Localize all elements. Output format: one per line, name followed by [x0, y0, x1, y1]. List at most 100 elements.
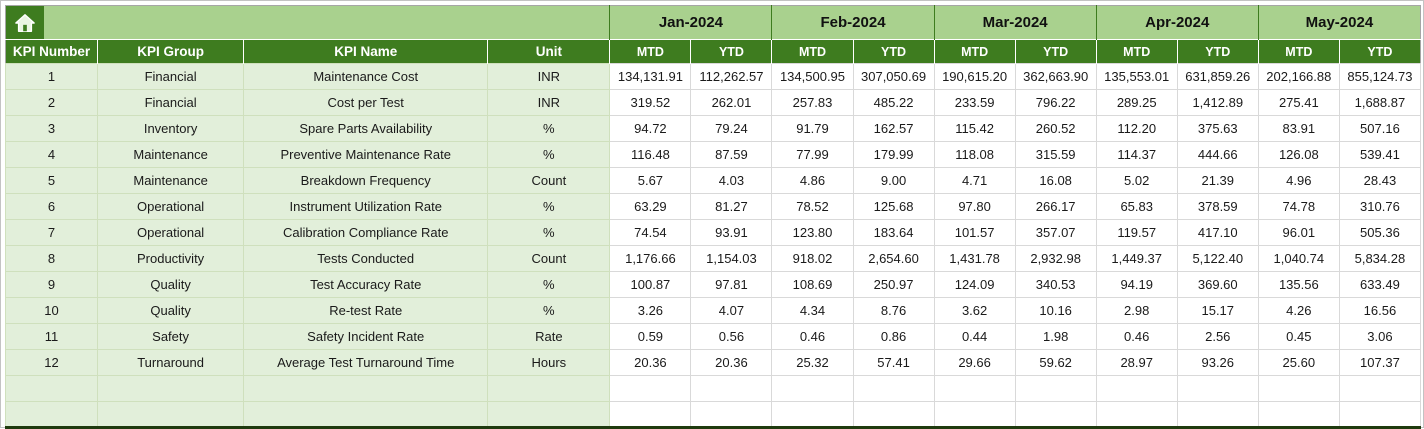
kpi-value-cell[interactable]: 25.32	[771, 349, 854, 376]
kpi-value-cell[interactable]: 97.81	[690, 271, 773, 298]
kpi-unit-cell[interactable]: Hours	[487, 349, 611, 376]
kpi-value-cell[interactable]: 2,654.60	[852, 245, 935, 272]
kpi-number-cell[interactable]: 8	[4, 245, 99, 272]
kpi-name-cell[interactable]: Maintenance Cost	[243, 63, 489, 90]
kpi-value-cell[interactable]: 3.26	[609, 297, 692, 324]
kpi-group-cell[interactable]: Productivity	[97, 245, 245, 272]
kpi-value-cell[interactable]: 135,553.01	[1095, 63, 1178, 90]
kpi-value-cell[interactable]: 918.02	[771, 245, 854, 272]
kpi-value-cell[interactable]: 116.48	[609, 141, 692, 168]
kpi-value-cell[interactable]: 83.91	[1257, 115, 1340, 142]
kpi-value-cell[interactable]: 319.52	[609, 89, 692, 116]
kpi-value-cell[interactable]: 0.46	[1095, 323, 1178, 350]
kpi-value-cell[interactable]: 114.37	[1095, 141, 1178, 168]
kpi-value-cell[interactable]: 100.87	[609, 271, 692, 298]
kpi-value-cell[interactable]: 507.16	[1338, 115, 1422, 142]
kpi-value-cell[interactable]: 796.22	[1014, 89, 1097, 116]
kpi-group-cell[interactable]: Operational	[97, 219, 245, 246]
kpi-number-cell[interactable]: 9	[4, 271, 99, 298]
kpi-name-cell[interactable]: Spare Parts Availability	[243, 115, 489, 142]
empty-label-cell[interactable]	[243, 375, 489, 402]
kpi-value-cell[interactable]: 5.67	[609, 167, 692, 194]
kpi-value-cell[interactable]: 8.76	[852, 297, 935, 324]
kpi-value-cell[interactable]: 4.86	[771, 167, 854, 194]
kpi-value-cell[interactable]: 190,615.20	[933, 63, 1016, 90]
kpi-value-cell[interactable]: 123.80	[771, 219, 854, 246]
empty-value-cell[interactable]	[852, 401, 935, 428]
kpi-value-cell[interactable]: 16.56	[1338, 297, 1422, 324]
empty-value-cell[interactable]	[1095, 401, 1178, 428]
kpi-value-cell[interactable]: 107.37	[1338, 349, 1422, 376]
kpi-value-cell[interactable]: 20.36	[609, 349, 692, 376]
kpi-value-cell[interactable]: 0.44	[933, 323, 1016, 350]
kpi-group-cell[interactable]: Financial	[97, 63, 245, 90]
kpi-number-cell[interactable]: 1	[4, 63, 99, 90]
kpi-value-cell[interactable]: 78.52	[771, 193, 854, 220]
kpi-group-cell[interactable]: Turnaround	[97, 349, 245, 376]
empty-label-cell[interactable]	[487, 375, 611, 402]
kpi-value-cell[interactable]: 94.19	[1095, 271, 1178, 298]
kpi-unit-cell[interactable]: %	[487, 219, 611, 246]
empty-value-cell[interactable]	[1176, 375, 1259, 402]
kpi-value-cell[interactable]: 4.07	[690, 297, 773, 324]
kpi-value-cell[interactable]: 179.99	[852, 141, 935, 168]
empty-value-cell[interactable]	[609, 375, 692, 402]
kpi-value-cell[interactable]: 108.69	[771, 271, 854, 298]
kpi-name-cell[interactable]: Re-test Rate	[243, 297, 489, 324]
kpi-unit-cell[interactable]: Count	[487, 245, 611, 272]
kpi-value-cell[interactable]: 134,500.95	[771, 63, 854, 90]
kpi-unit-cell[interactable]: %	[487, 115, 611, 142]
kpi-value-cell[interactable]: 362,663.90	[1014, 63, 1097, 90]
kpi-value-cell[interactable]: 115.42	[933, 115, 1016, 142]
kpi-value-cell[interactable]: 369.60	[1176, 271, 1259, 298]
kpi-value-cell[interactable]: 15.17	[1176, 297, 1259, 324]
empty-value-cell[interactable]	[1014, 375, 1097, 402]
kpi-value-cell[interactable]: 126.08	[1257, 141, 1340, 168]
empty-value-cell[interactable]	[1257, 375, 1340, 402]
kpi-unit-cell[interactable]: INR	[487, 89, 611, 116]
kpi-value-cell[interactable]: 29.66	[933, 349, 1016, 376]
kpi-value-cell[interactable]: 9.00	[852, 167, 935, 194]
kpi-number-cell[interactable]: 10	[4, 297, 99, 324]
empty-value-cell[interactable]	[852, 375, 935, 402]
kpi-value-cell[interactable]: 0.59	[609, 323, 692, 350]
kpi-group-cell[interactable]: Quality	[97, 297, 245, 324]
kpi-name-cell[interactable]: Breakdown Frequency	[243, 167, 489, 194]
kpi-value-cell[interactable]: 10.16	[1014, 297, 1097, 324]
kpi-value-cell[interactable]: 0.56	[690, 323, 773, 350]
kpi-name-cell[interactable]: Test Accuracy Rate	[243, 271, 489, 298]
kpi-group-cell[interactable]: Operational	[97, 193, 245, 220]
kpi-value-cell[interactable]: 5.02	[1095, 167, 1178, 194]
empty-value-cell[interactable]	[771, 375, 854, 402]
kpi-value-cell[interactable]: 101.57	[933, 219, 1016, 246]
kpi-group-cell[interactable]: Safety	[97, 323, 245, 350]
kpi-value-cell[interactable]: 183.64	[852, 219, 935, 246]
kpi-value-cell[interactable]: 340.53	[1014, 271, 1097, 298]
kpi-value-cell[interactable]: 202,166.88	[1257, 63, 1340, 90]
kpi-value-cell[interactable]: 1,431.78	[933, 245, 1016, 272]
kpi-value-cell[interactable]: 59.62	[1014, 349, 1097, 376]
kpi-value-cell[interactable]: 315.59	[1014, 141, 1097, 168]
kpi-value-cell[interactable]: 378.59	[1176, 193, 1259, 220]
kpi-value-cell[interactable]: 65.83	[1095, 193, 1178, 220]
kpi-value-cell[interactable]: 162.57	[852, 115, 935, 142]
kpi-value-cell[interactable]: 633.49	[1338, 271, 1422, 298]
kpi-value-cell[interactable]: 4.34	[771, 297, 854, 324]
kpi-number-cell[interactable]: 5	[4, 167, 99, 194]
kpi-number-cell[interactable]: 6	[4, 193, 99, 220]
kpi-value-cell[interactable]: 79.24	[690, 115, 773, 142]
empty-value-cell[interactable]	[1176, 401, 1259, 428]
kpi-value-cell[interactable]: 4.26	[1257, 297, 1340, 324]
kpi-value-cell[interactable]: 94.72	[609, 115, 692, 142]
kpi-value-cell[interactable]: 3.62	[933, 297, 1016, 324]
empty-value-cell[interactable]	[771, 401, 854, 428]
kpi-value-cell[interactable]: 0.86	[852, 323, 935, 350]
kpi-value-cell[interactable]: 2.56	[1176, 323, 1259, 350]
empty-value-cell[interactable]	[933, 401, 1016, 428]
empty-label-cell[interactable]	[97, 375, 245, 402]
home-button[interactable]	[6, 6, 44, 39]
kpi-value-cell[interactable]: 112,262.57	[690, 63, 773, 90]
kpi-value-cell[interactable]: 5,834.28	[1338, 245, 1422, 272]
kpi-value-cell[interactable]: 16.08	[1014, 167, 1097, 194]
kpi-value-cell[interactable]: 444.66	[1176, 141, 1259, 168]
